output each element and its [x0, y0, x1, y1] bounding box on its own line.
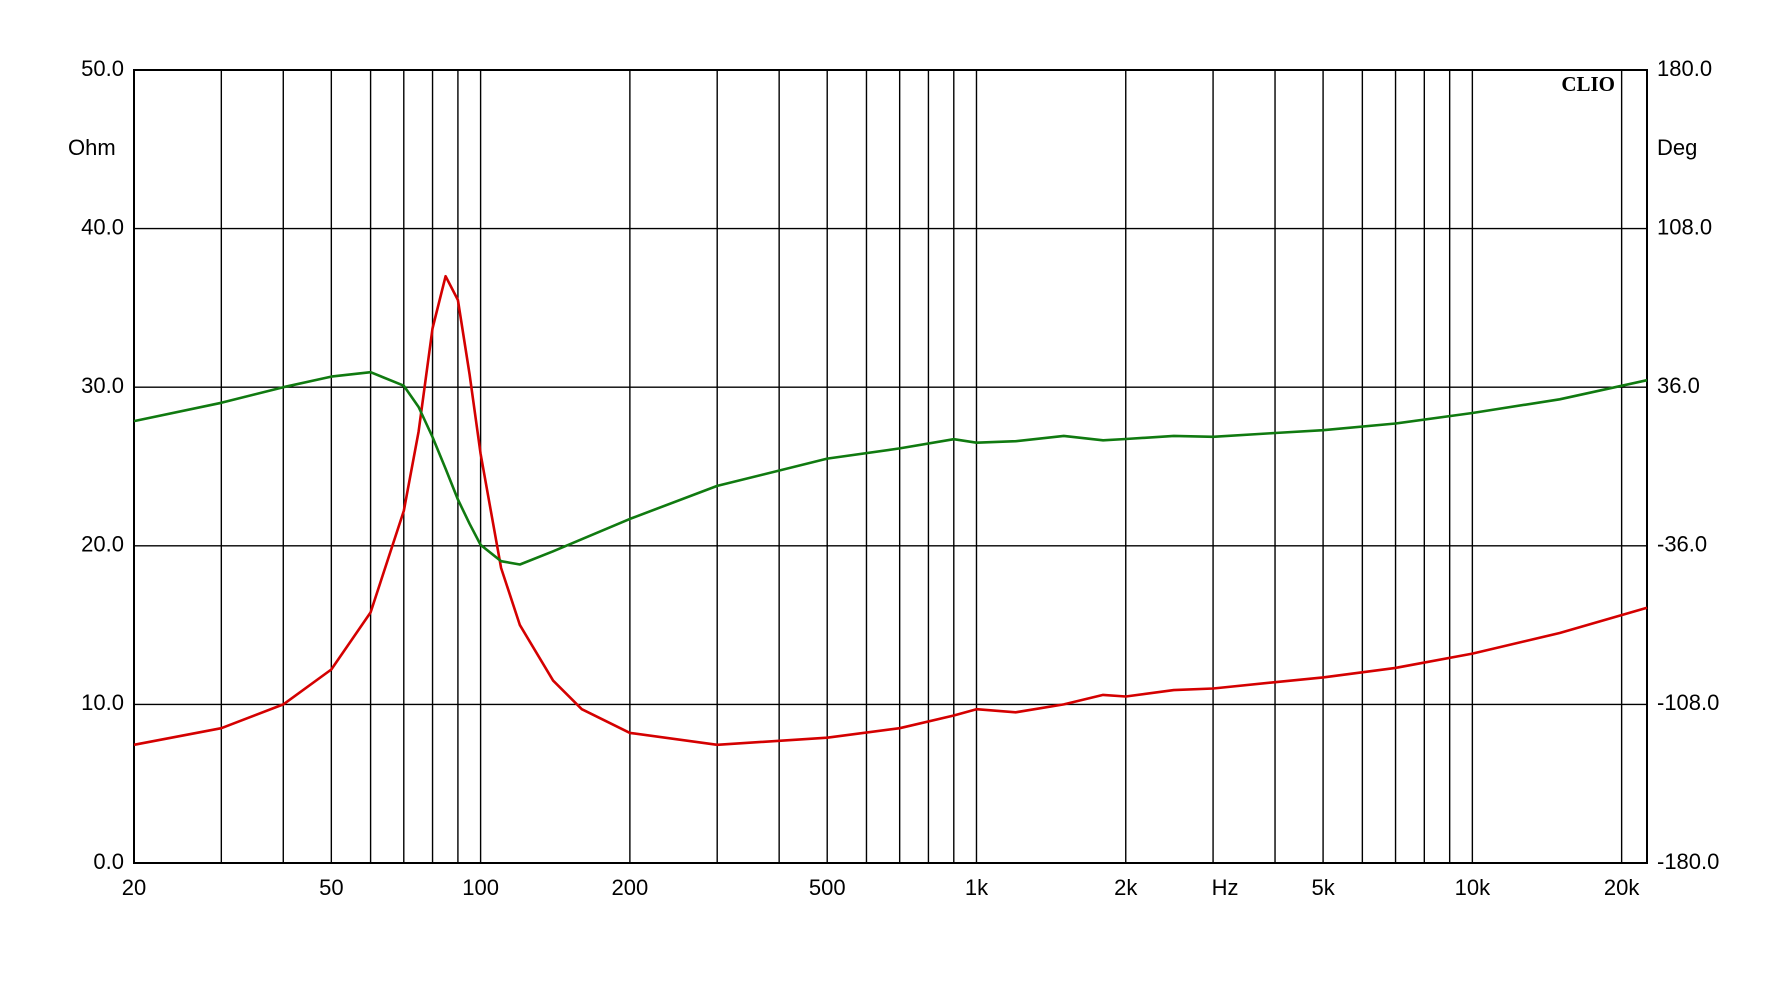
y-tick-label: 50.0 — [81, 56, 124, 81]
y2-tick-label: -108.0 — [1657, 690, 1719, 715]
x-tick-label: 1k — [965, 875, 989, 900]
y2-tick-label: -36.0 — [1657, 532, 1707, 557]
x-tick-label: 50 — [319, 875, 343, 900]
y-tick-label: 40.0 — [81, 214, 124, 239]
y-tick-label: 20.0 — [81, 532, 124, 557]
y2-tick-label: 180.0 — [1657, 56, 1712, 81]
x-tick-label: 20k — [1604, 875, 1640, 900]
y-tick-label: 10.0 — [81, 690, 124, 715]
y2-tick-label: 108.0 — [1657, 214, 1712, 239]
x-tick-label: 200 — [612, 875, 649, 900]
x-tick-label: 5k — [1311, 875, 1335, 900]
x-tick-label: 100 — [462, 875, 499, 900]
x-tick-label: 2k — [1114, 875, 1138, 900]
y2-tick-label: -180.0 — [1657, 849, 1719, 874]
y-tick-label: 30.0 — [81, 373, 124, 398]
y2-axis-label: Deg — [1657, 135, 1697, 160]
y-tick-label: 0.0 — [93, 849, 124, 874]
y-axis-label: Ohm — [68, 135, 116, 160]
x-tick-label: 10k — [1455, 875, 1491, 900]
x-tick-label: 20 — [122, 875, 146, 900]
x-axis-label: Hz — [1212, 875, 1239, 900]
plot-frame — [133, 69, 1648, 864]
series-line — [133, 274, 1648, 747]
brand: CLIO — [1561, 72, 1615, 96]
series-line — [133, 370, 1648, 566]
x-tick-label: 500 — [809, 875, 846, 900]
y2-tick-label: 36.0 — [1657, 373, 1700, 398]
